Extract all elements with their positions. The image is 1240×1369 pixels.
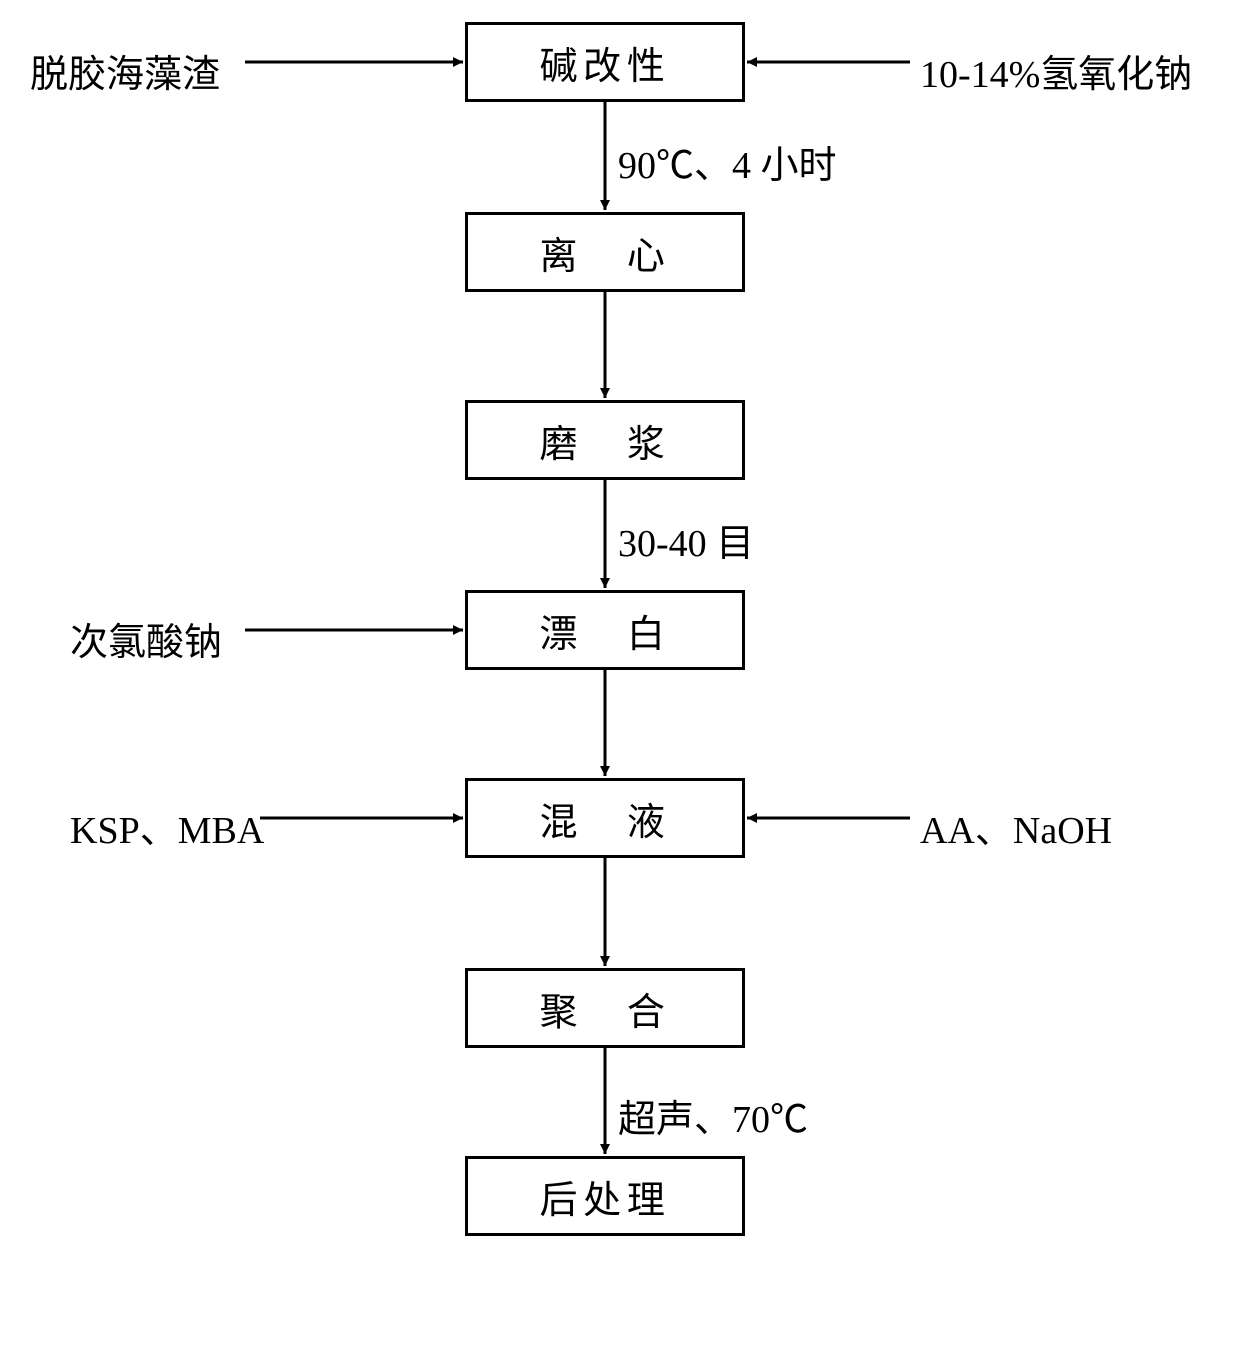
input-label-ksp-mba: KSP、MBA <box>70 799 264 854</box>
node-label: 漂 白 <box>539 603 670 658</box>
edge-label-30-40-mesh: 30-40 目 <box>618 512 754 567</box>
input-label-aa-naoh: AA、NaOH <box>920 799 1112 854</box>
node-polymerization: 聚 合 <box>465 968 745 1048</box>
input-label-naoh-10-14: 10-14%氢氧化钠 <box>920 43 1192 98</box>
node-post-processing: 后处理 <box>465 1156 745 1236</box>
node-label: 磨 浆 <box>539 413 670 468</box>
node-bleaching: 漂 白 <box>465 590 745 670</box>
input-label-sodium-hypochlorite: 次氯酸钠 <box>70 611 222 666</box>
node-mixing: 混 液 <box>465 778 745 858</box>
node-label: 碱改性 <box>539 35 670 90</box>
node-label: 聚 合 <box>539 981 670 1036</box>
node-alkali-modification: 碱改性 <box>465 22 745 102</box>
flowchart-canvas: 碱改性 离 心 磨 浆 漂 白 混 液 聚 合 后处理 脱胶海藻渣 10-14%… <box>0 0 1240 1369</box>
node-centrifuge: 离 心 <box>465 212 745 292</box>
node-label: 混 液 <box>539 791 670 846</box>
node-grinding: 磨 浆 <box>465 400 745 480</box>
edge-label-ultrasound-70c: 超声、70℃ <box>618 1088 808 1143</box>
node-label: 后处理 <box>539 1169 670 1224</box>
edge-label-90c-4h: 90℃、4 小时 <box>618 134 837 189</box>
input-label-degummed-algae: 脱胶海藻渣 <box>30 43 220 98</box>
node-label: 离 心 <box>539 225 670 280</box>
